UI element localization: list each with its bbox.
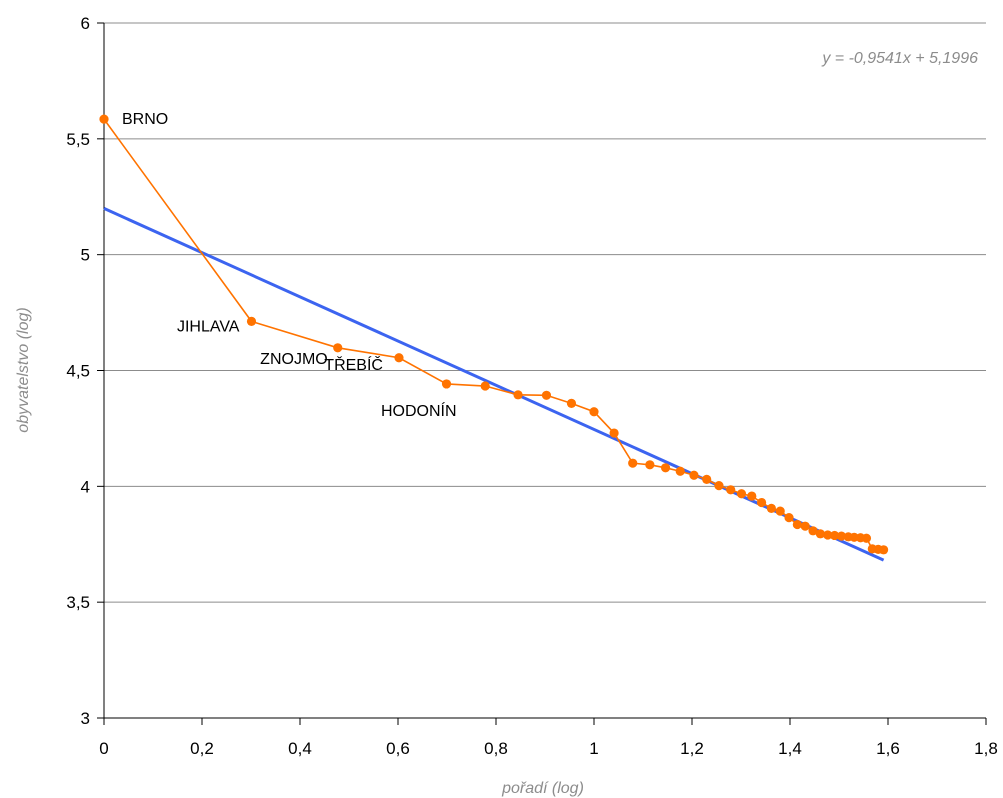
data-point [784, 513, 794, 523]
trendline-group [103, 207, 885, 562]
data-point [736, 489, 747, 499]
data-point [628, 458, 638, 468]
data-point [541, 390, 552, 400]
x-axis-title: pořadí (log) [501, 780, 584, 797]
point-label: ZNOJMO [260, 351, 328, 368]
y-axis-title: obyvatelstvo (log) [15, 307, 32, 432]
data-point [823, 530, 833, 540]
y-tick-label: 3,5 [66, 593, 90, 612]
series-group [99, 114, 889, 555]
y-tick-label: 6 [81, 14, 90, 33]
x-tick-label: 0,6 [386, 739, 410, 758]
data-point [800, 521, 810, 531]
data-point [775, 506, 785, 516]
gridlines [104, 22, 986, 603]
data-point [878, 545, 889, 555]
data-point [609, 428, 619, 438]
trendline [103, 207, 885, 562]
x-tick-label: 0,2 [190, 739, 214, 758]
data-point [747, 491, 757, 501]
data-point [480, 381, 490, 391]
data-point [513, 390, 523, 400]
data-point [675, 466, 685, 476]
data-point [714, 481, 724, 491]
data-point [566, 398, 577, 408]
point-label: TŘEBÍČ [324, 355, 383, 374]
data-point [645, 460, 655, 470]
data-point [861, 533, 872, 543]
data-point [702, 474, 712, 484]
point-label: BRNO [122, 111, 168, 128]
y-tick-label: 4,5 [66, 362, 90, 381]
x-tick-label: 0,8 [484, 739, 508, 758]
data-point [829, 530, 840, 541]
x-tick-label: 0,4 [288, 739, 312, 758]
data-point [246, 316, 257, 326]
x-tick-label: 1,8 [974, 739, 998, 758]
x-tick-label: 1,4 [778, 739, 802, 758]
y-tick-label: 5,5 [66, 130, 90, 149]
data-point [441, 379, 452, 389]
y-tick-labels: 3 3,5 4 4,5 5 5,5 6 [66, 14, 90, 728]
data-point [808, 526, 818, 536]
data-point [836, 531, 847, 541]
trendline-equation: y = -0,9541x + 5,1996 [821, 50, 978, 67]
data-point [726, 485, 736, 495]
y-tick-label: 3 [81, 709, 90, 728]
data-point [333, 343, 343, 353]
point-label: JIHLAVA [177, 318, 240, 335]
data-point [766, 503, 776, 513]
axes [97, 22, 987, 725]
point-label: HODONÍN [381, 401, 457, 420]
data-point [660, 463, 671, 473]
y-tick-label: 4 [81, 477, 90, 496]
data-point [394, 353, 404, 363]
data-point [689, 470, 699, 480]
data-point [815, 529, 825, 539]
y-tick-label: 5 [81, 246, 90, 265]
data-point [589, 407, 599, 417]
x-tick-label: 1,6 [876, 739, 900, 758]
data-point [99, 114, 109, 124]
x-tick-label: 1 [589, 739, 598, 758]
x-tick-labels: 0 0,2 0,4 0,6 0,8 1 1,2 1,4 1,6 1,8 [99, 739, 998, 758]
data-point [792, 519, 802, 530]
data-point [756, 497, 767, 508]
x-tick-label: 0 [99, 739, 108, 758]
x-tick-label: 1,2 [680, 739, 704, 758]
